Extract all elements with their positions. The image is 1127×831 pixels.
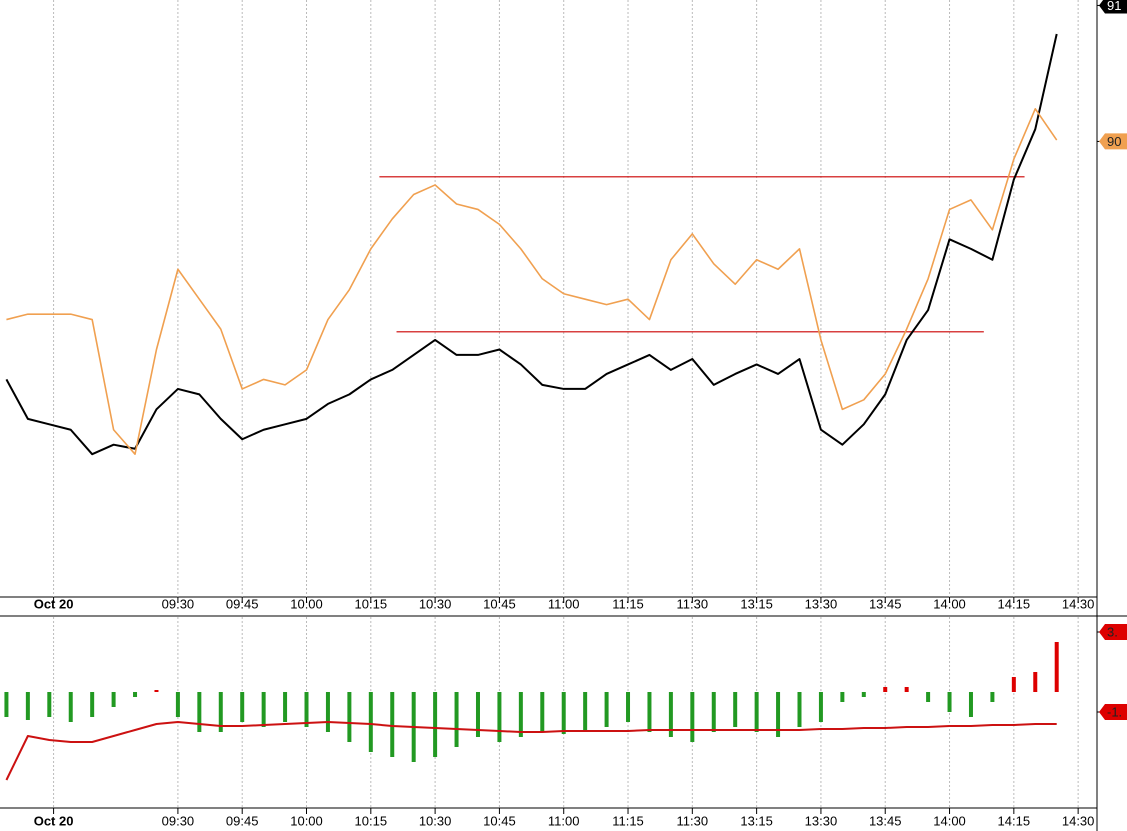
x-tick-label: 09:45	[226, 596, 259, 611]
x-tick-label: 09:45	[226, 813, 259, 828]
histogram-bar	[861, 692, 866, 697]
x-tick-label: 11:15	[612, 596, 644, 611]
histogram-bar	[776, 692, 781, 737]
x-tick-label: 09:30	[162, 596, 195, 611]
histogram-bar	[68, 692, 73, 722]
histogram-bar	[90, 692, 95, 717]
histogram-bar	[47, 692, 52, 717]
x-tick-label: 11:30	[677, 596, 709, 611]
histogram-bar	[1011, 677, 1016, 692]
histogram-bar	[626, 692, 631, 722]
x-tick-label: 11:00	[548, 596, 580, 611]
histogram-bar	[604, 692, 609, 727]
histogram-bar	[754, 692, 759, 732]
histogram-bar	[904, 687, 909, 692]
histogram-bar	[990, 692, 995, 702]
x-tick-label: 10:15	[355, 813, 388, 828]
x-tick-label: 14:30	[1062, 596, 1095, 611]
price-tag	[1099, 624, 1127, 640]
x-tick-label: 10:45	[483, 596, 516, 611]
x-tick-label: 10:45	[483, 813, 516, 828]
x-tick-label: 10:00	[290, 813, 323, 828]
histogram-bar	[283, 692, 288, 722]
x-tick-label: 10:30	[419, 596, 452, 611]
x-tick-label: 13:45	[869, 596, 902, 611]
price-line	[5, 33, 1058, 456]
histogram-bar	[947, 692, 952, 712]
histogram-bar	[454, 692, 459, 747]
histogram-bar	[668, 692, 673, 737]
x-tick-label: 10:30	[419, 813, 452, 828]
x-tick-label: 14:30	[1062, 813, 1095, 828]
histogram-bar	[840, 692, 845, 702]
histogram-bar	[518, 692, 523, 737]
price-line	[6, 107, 1058, 456]
histogram-bar	[818, 692, 823, 722]
x-tick-label: 11:00	[548, 813, 580, 828]
x-tick-label: 10:15	[355, 596, 388, 611]
histogram-bar	[304, 692, 309, 727]
histogram-bar	[883, 687, 888, 692]
x-tick-label: 09:30	[162, 813, 195, 828]
x-tick-label: 11:30	[677, 813, 709, 828]
histogram-bar	[25, 692, 30, 720]
histogram-bar	[497, 692, 502, 742]
histogram-bar	[926, 692, 931, 702]
histogram-bar	[475, 692, 480, 737]
histogram-bar	[561, 692, 566, 734]
histogram-bar	[261, 692, 266, 727]
x-tick-label: 13:15	[740, 596, 773, 611]
y-tick-label: 90	[1107, 134, 1121, 149]
x-tick-label: 13:45	[869, 813, 902, 828]
price-tag	[1099, 0, 1127, 14]
x-tick-label: 14:00	[933, 813, 966, 828]
x-tick-label: 14:15	[998, 596, 1031, 611]
x-tick-label: 10:00	[290, 596, 323, 611]
histogram-bar	[690, 692, 695, 742]
histogram-bar	[133, 692, 138, 697]
histogram-bar	[218, 692, 223, 732]
histogram-bar	[583, 692, 588, 732]
x-tick-label: 13:30	[805, 813, 838, 828]
histogram-bar	[111, 692, 116, 707]
histogram-bar	[1033, 672, 1038, 692]
histogram-bar	[1054, 642, 1059, 692]
histogram-bar	[433, 692, 438, 757]
x-tick-label: 11:15	[612, 813, 644, 828]
price-tag	[1099, 704, 1127, 720]
histogram-bar	[540, 692, 545, 732]
histogram-bar	[647, 692, 652, 732]
y-tick-label: 91	[1107, 0, 1121, 13]
histogram-bar	[390, 692, 395, 757]
histogram-bar	[368, 692, 373, 752]
histogram-bar	[197, 692, 202, 732]
histogram-bar	[154, 690, 159, 692]
histogram-bar	[4, 692, 9, 717]
x-tick-label: 14:15	[998, 813, 1031, 828]
histogram-bar	[240, 692, 245, 722]
histogram-bar	[347, 692, 352, 742]
histogram-bar	[733, 692, 738, 727]
x-tick-label: 13:15	[740, 813, 773, 828]
x-tick-label: 13:30	[805, 596, 838, 611]
x-tick-label: Oct 20	[34, 596, 74, 611]
x-tick-label: 14:00	[933, 596, 966, 611]
histogram-bar	[325, 692, 330, 732]
price-tag	[1099, 133, 1127, 150]
signal-line	[5, 721, 1057, 781]
y-tick-label: 3.	[1107, 624, 1118, 639]
histogram-bar	[711, 692, 716, 732]
histogram-bar	[175, 692, 180, 717]
y-tick-label: -1.	[1107, 704, 1122, 719]
x-tick-label: Oct 20	[34, 813, 74, 828]
histogram-bar	[968, 692, 973, 717]
histogram-bar	[797, 692, 802, 727]
